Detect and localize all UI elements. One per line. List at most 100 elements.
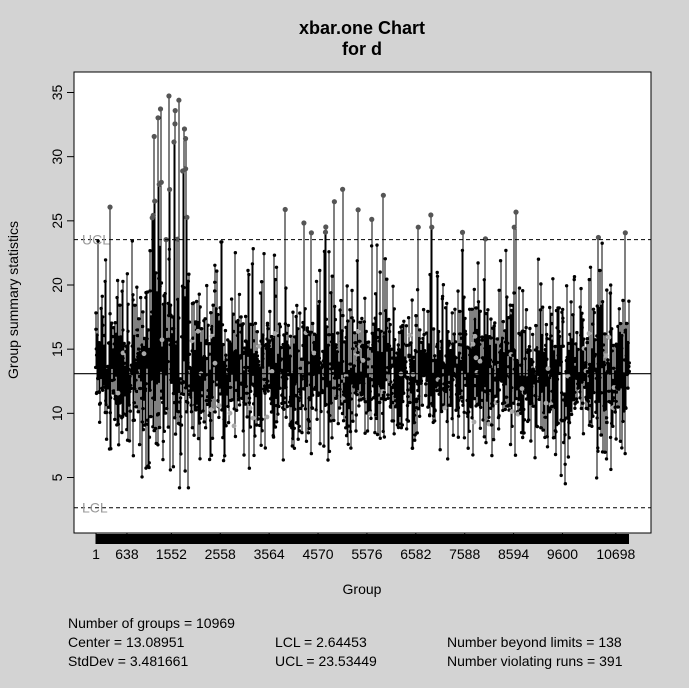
data-point bbox=[344, 376, 349, 380]
data-point bbox=[110, 334, 115, 339]
data-point bbox=[268, 385, 272, 390]
data-point bbox=[557, 306, 561, 310]
data-point bbox=[570, 382, 574, 386]
data-point bbox=[593, 338, 597, 342]
data-point bbox=[218, 384, 222, 388]
data-point bbox=[162, 346, 166, 350]
data-point bbox=[620, 334, 624, 338]
data-point bbox=[388, 322, 392, 327]
y-axis-label: Group summary statistics bbox=[5, 221, 21, 379]
data-point bbox=[607, 389, 611, 393]
data-point bbox=[212, 289, 217, 293]
data-point bbox=[187, 272, 191, 276]
data-point bbox=[475, 393, 480, 397]
data-point bbox=[256, 386, 260, 390]
data-point bbox=[411, 355, 415, 359]
data-point bbox=[618, 331, 622, 336]
data-point bbox=[258, 366, 262, 370]
data-point bbox=[282, 407, 286, 411]
data-point bbox=[100, 294, 104, 298]
data-point bbox=[352, 364, 357, 368]
x-axis-tick-band bbox=[96, 534, 629, 544]
data-point bbox=[206, 395, 210, 399]
data-point bbox=[480, 398, 485, 403]
data-point bbox=[295, 303, 299, 308]
data-point bbox=[572, 275, 577, 279]
data-point bbox=[429, 361, 433, 366]
data-point bbox=[198, 341, 203, 346]
data-point bbox=[336, 375, 341, 380]
data-point bbox=[303, 373, 307, 378]
data-point bbox=[252, 353, 257, 357]
data-point bbox=[548, 407, 553, 412]
data-point bbox=[466, 414, 470, 419]
data-point bbox=[293, 335, 297, 339]
data-point bbox=[458, 309, 462, 314]
data-point bbox=[567, 420, 572, 425]
data-point bbox=[219, 347, 223, 351]
data-point bbox=[269, 347, 273, 352]
data-point bbox=[139, 357, 143, 362]
data-point bbox=[448, 366, 452, 370]
data-point bbox=[563, 403, 568, 407]
data-point bbox=[453, 307, 457, 311]
data-point bbox=[477, 370, 481, 374]
data-point bbox=[298, 311, 302, 315]
data-point bbox=[379, 386, 384, 390]
data-point bbox=[237, 292, 242, 297]
data-point bbox=[557, 334, 562, 339]
data-point bbox=[135, 370, 139, 374]
data-point bbox=[292, 446, 297, 450]
data-point bbox=[186, 486, 191, 490]
data-point bbox=[622, 397, 627, 402]
data-point bbox=[137, 442, 142, 447]
data-point bbox=[104, 437, 109, 441]
data-point bbox=[435, 274, 440, 278]
data-point bbox=[508, 365, 512, 370]
data-point bbox=[590, 396, 594, 400]
data-point bbox=[627, 364, 631, 369]
data-point bbox=[540, 389, 544, 393]
point-beyond-limit bbox=[107, 204, 113, 210]
data-point bbox=[267, 339, 272, 343]
data-point bbox=[564, 284, 569, 288]
x-tick-label: 6582 bbox=[400, 546, 431, 562]
data-point bbox=[300, 430, 304, 435]
data-point bbox=[150, 348, 155, 352]
data-point bbox=[383, 257, 388, 261]
data-point bbox=[358, 378, 362, 382]
data-point bbox=[369, 244, 374, 248]
data-point bbox=[197, 292, 201, 296]
data-point bbox=[388, 405, 393, 409]
data-point bbox=[459, 389, 463, 393]
point-violating-run bbox=[603, 353, 609, 358]
data-point bbox=[596, 311, 601, 316]
data-point bbox=[344, 335, 348, 340]
point-violating-run bbox=[115, 390, 121, 396]
data-point bbox=[459, 359, 463, 364]
data-point bbox=[126, 302, 130, 306]
data-point bbox=[229, 365, 234, 370]
data-point bbox=[291, 436, 295, 441]
data-point bbox=[333, 317, 338, 322]
data-point bbox=[125, 427, 129, 432]
data-point bbox=[255, 354, 260, 358]
data-point bbox=[491, 437, 496, 442]
data-point bbox=[334, 345, 338, 350]
data-point bbox=[488, 344, 492, 349]
data-point bbox=[210, 324, 214, 329]
point-violating-run bbox=[477, 358, 483, 364]
data-point bbox=[454, 392, 459, 397]
point-beyond-limit bbox=[369, 216, 375, 222]
data-point bbox=[432, 354, 437, 358]
data-point bbox=[280, 370, 284, 374]
data-point bbox=[193, 403, 197, 407]
data-point bbox=[527, 344, 532, 349]
data-point bbox=[505, 295, 509, 299]
data-point bbox=[543, 415, 547, 419]
data-point bbox=[513, 349, 517, 353]
data-point bbox=[296, 437, 300, 441]
data-point bbox=[438, 350, 442, 354]
x-tick-label: 1552 bbox=[156, 546, 187, 562]
data-point bbox=[271, 356, 276, 360]
